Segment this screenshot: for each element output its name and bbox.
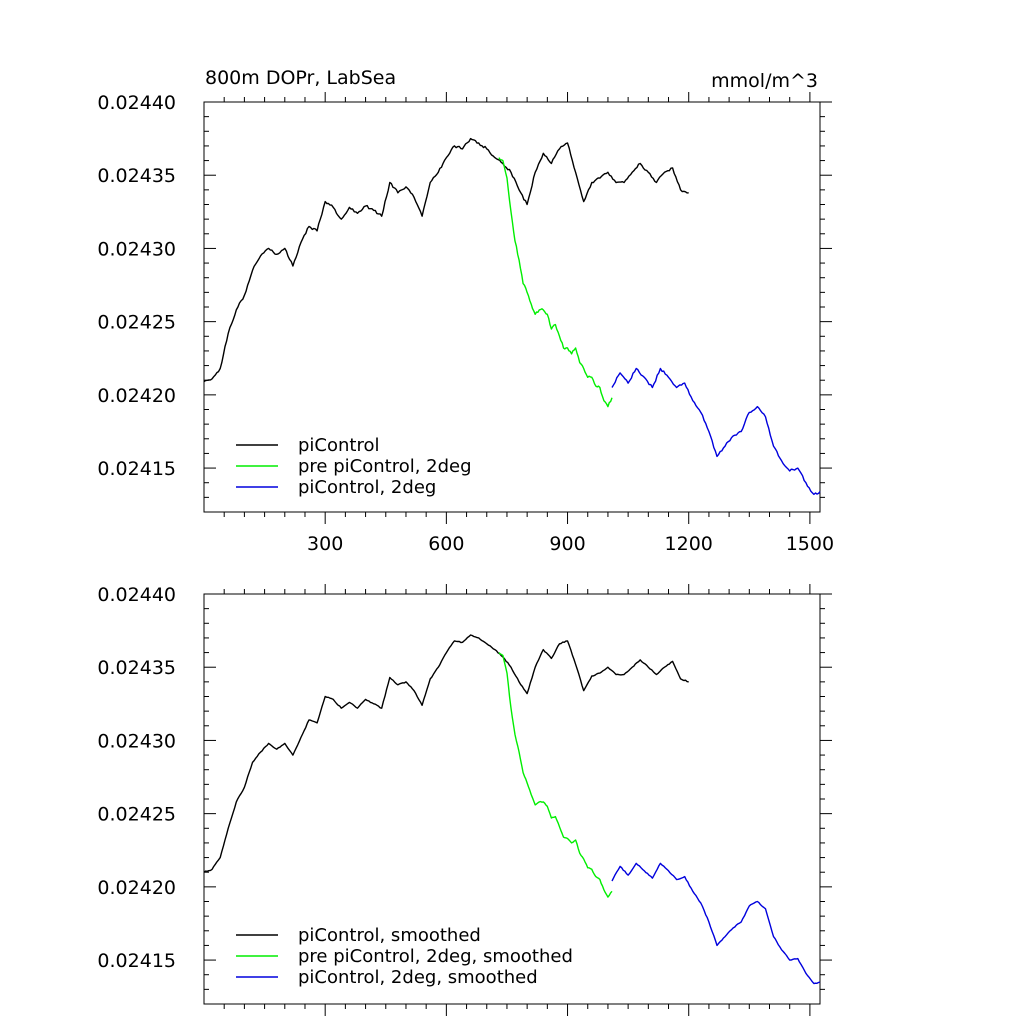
y-tick-label: 0.02425 <box>97 804 176 826</box>
x-tick-label: 600 <box>428 533 464 555</box>
top-panel: 300 600 900 1200 1500 0.02440 0.02435 0.02430 0.… <box>97 92 834 555</box>
y-tick-label: 0.02435 <box>97 165 176 187</box>
bottom-panel: 0.02440 0.02435 0.02430 0.02425 0.02420 0.024… <box>97 584 832 1016</box>
y-tick-label: 0.02420 <box>97 385 176 407</box>
series-line-1 <box>498 157 613 408</box>
legend-label: pre piControl, 2deg <box>298 456 472 477</box>
top-series-group <box>203 137 821 496</box>
x-tick-label: 900 <box>549 533 585 555</box>
bottom-axis-ticks: 0.02440 0.02435 0.02430 0.02425 0.02420 0.024… <box>97 584 832 1016</box>
series-line-1 <box>498 652 613 898</box>
y-tick-label: 0.02420 <box>97 877 176 899</box>
y-tick-label: 0.02435 <box>97 657 176 679</box>
series-line-2 <box>611 367 821 496</box>
legend-label: piControl, 2deg, smoothed <box>298 967 538 988</box>
legend-label: pre piControl, 2deg, smoothed <box>298 946 573 967</box>
x-tick-label: 1500 <box>786 533 834 555</box>
chart-title-left: 800m DOPr, LabSea <box>205 67 396 89</box>
series-line-0 <box>203 634 689 873</box>
y-tick-label: 0.02415 <box>97 950 176 972</box>
legend-label: piControl, smoothed <box>298 925 481 946</box>
top-axis-ticks: 300 600 900 1200 1500 0.02440 0.02435 0.02430 0.… <box>97 92 834 555</box>
y-tick-label: 0.02415 <box>97 458 176 480</box>
y-tick-label: 0.02440 <box>97 92 176 114</box>
y-tick-label: 0.02425 <box>97 312 176 334</box>
y-tick-label: 0.02430 <box>97 238 176 260</box>
legend-label: piControl, 2deg <box>298 477 436 498</box>
x-tick-label: 1200 <box>665 533 713 555</box>
series-line-0 <box>203 137 689 383</box>
series-line-2 <box>611 862 821 985</box>
chart-title-right: mmol/m^3 <box>711 70 818 92</box>
legend-label: piControl <box>298 435 380 456</box>
x-tick-label: 300 <box>307 533 343 555</box>
y-tick-label: 0.02440 <box>97 584 176 606</box>
bottom-series-group <box>203 634 821 985</box>
y-tick-label: 0.02430 <box>97 730 176 752</box>
